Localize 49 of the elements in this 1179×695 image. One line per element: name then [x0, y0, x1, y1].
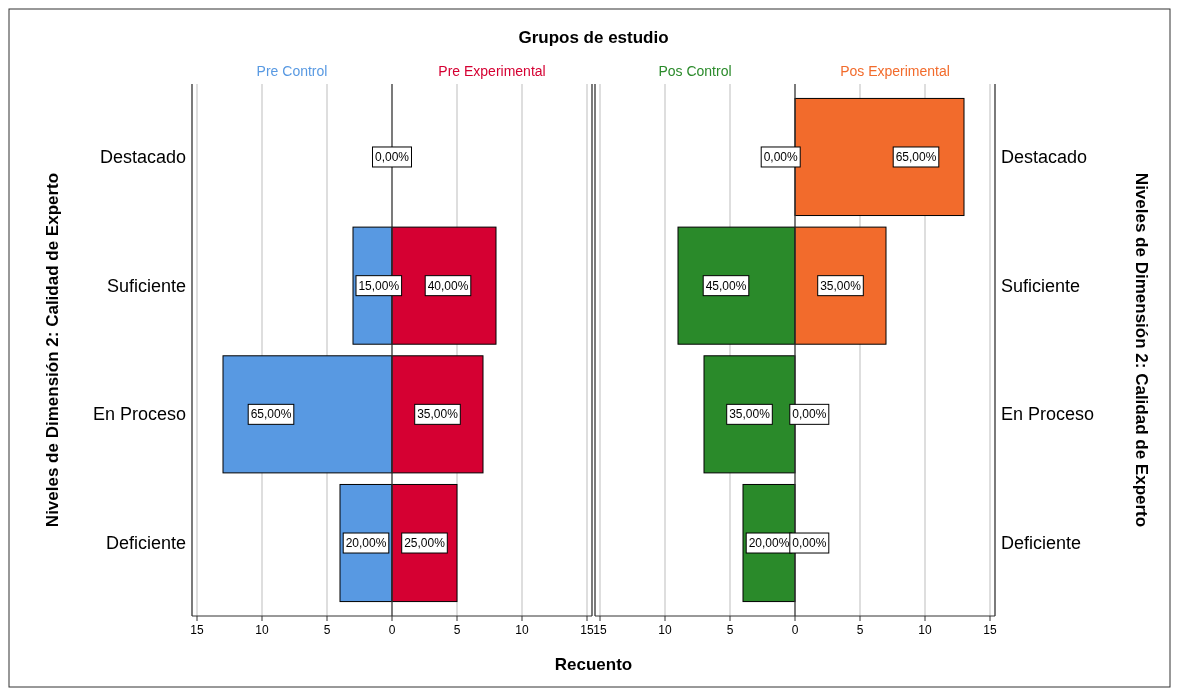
text: Pre Control — [256, 63, 328, 79]
text: Pre Experimental — [438, 63, 546, 79]
annotation: 20,00% — [748, 536, 790, 551]
chart-title: Grupos de estudio — [518, 28, 669, 47]
y-axis-title: Niveles de Dimensión 2: Calidad de Experto — [43, 172, 62, 528]
y-tick-label: Deficiente — [1001, 533, 1082, 554]
bar — [794, 226, 887, 345]
text: Pos Control — [658, 63, 732, 79]
annotation: 45,00% — [705, 278, 747, 293]
x-tick-label: 15 — [593, 623, 607, 637]
annotation: 35,00% — [820, 278, 862, 293]
annotation: 0,00% — [374, 149, 410, 164]
x-tick-label: 0 — [791, 623, 799, 637]
x-tick-label: 15 — [580, 623, 594, 637]
annotation: 15,00% — [358, 278, 400, 293]
series-label: Pos Experimental — [840, 63, 950, 79]
annotation: 0,00% — [792, 407, 827, 422]
annotation: 65,00% — [895, 149, 937, 164]
y-tick-label: Destacado — [1001, 146, 1088, 167]
x-tick-label: 5 — [856, 623, 864, 637]
x-tick-label: 15 — [190, 623, 204, 637]
x-tick-label: 10 — [255, 623, 269, 637]
annotation: 0,00% — [763, 149, 799, 164]
x-tick-label: 15 — [983, 623, 997, 637]
annotation: 65,00% — [250, 407, 292, 422]
y-tick-label: Deficiente — [105, 533, 186, 554]
annotation: 20,00% — [345, 536, 387, 551]
x-tick-label: 10 — [918, 623, 932, 637]
x-tick-label: 5 — [323, 623, 331, 637]
x-tick-label: 5 — [726, 623, 734, 637]
y2-axis-title: Niveles de Dimensión 2: Calidad de Experto — [1132, 172, 1151, 528]
annotation: 40,00% — [427, 278, 469, 293]
annotation: 0,00% — [792, 536, 827, 551]
x-axis-title: Recuento — [554, 655, 633, 674]
y-tick-label: En Proceso — [1001, 404, 1095, 425]
annotation: 35,00% — [417, 407, 459, 422]
x-tick-label: 10 — [515, 623, 529, 637]
bar — [222, 355, 393, 474]
y-tick-label: Destacado — [99, 146, 186, 167]
y-tick-label: Suficiente — [106, 275, 186, 296]
y-tick-label: Suficiente — [1001, 275, 1081, 296]
y-tick-label: En Proceso — [92, 404, 186, 425]
bar — [391, 355, 484, 474]
x-tick-label: 5 — [453, 623, 461, 637]
annotation: 25,00% — [404, 536, 446, 551]
x-tick-label: 10 — [658, 623, 672, 637]
bar — [677, 226, 796, 345]
x-tick-label: 0 — [388, 623, 396, 637]
annotation: 35,00% — [729, 407, 771, 422]
